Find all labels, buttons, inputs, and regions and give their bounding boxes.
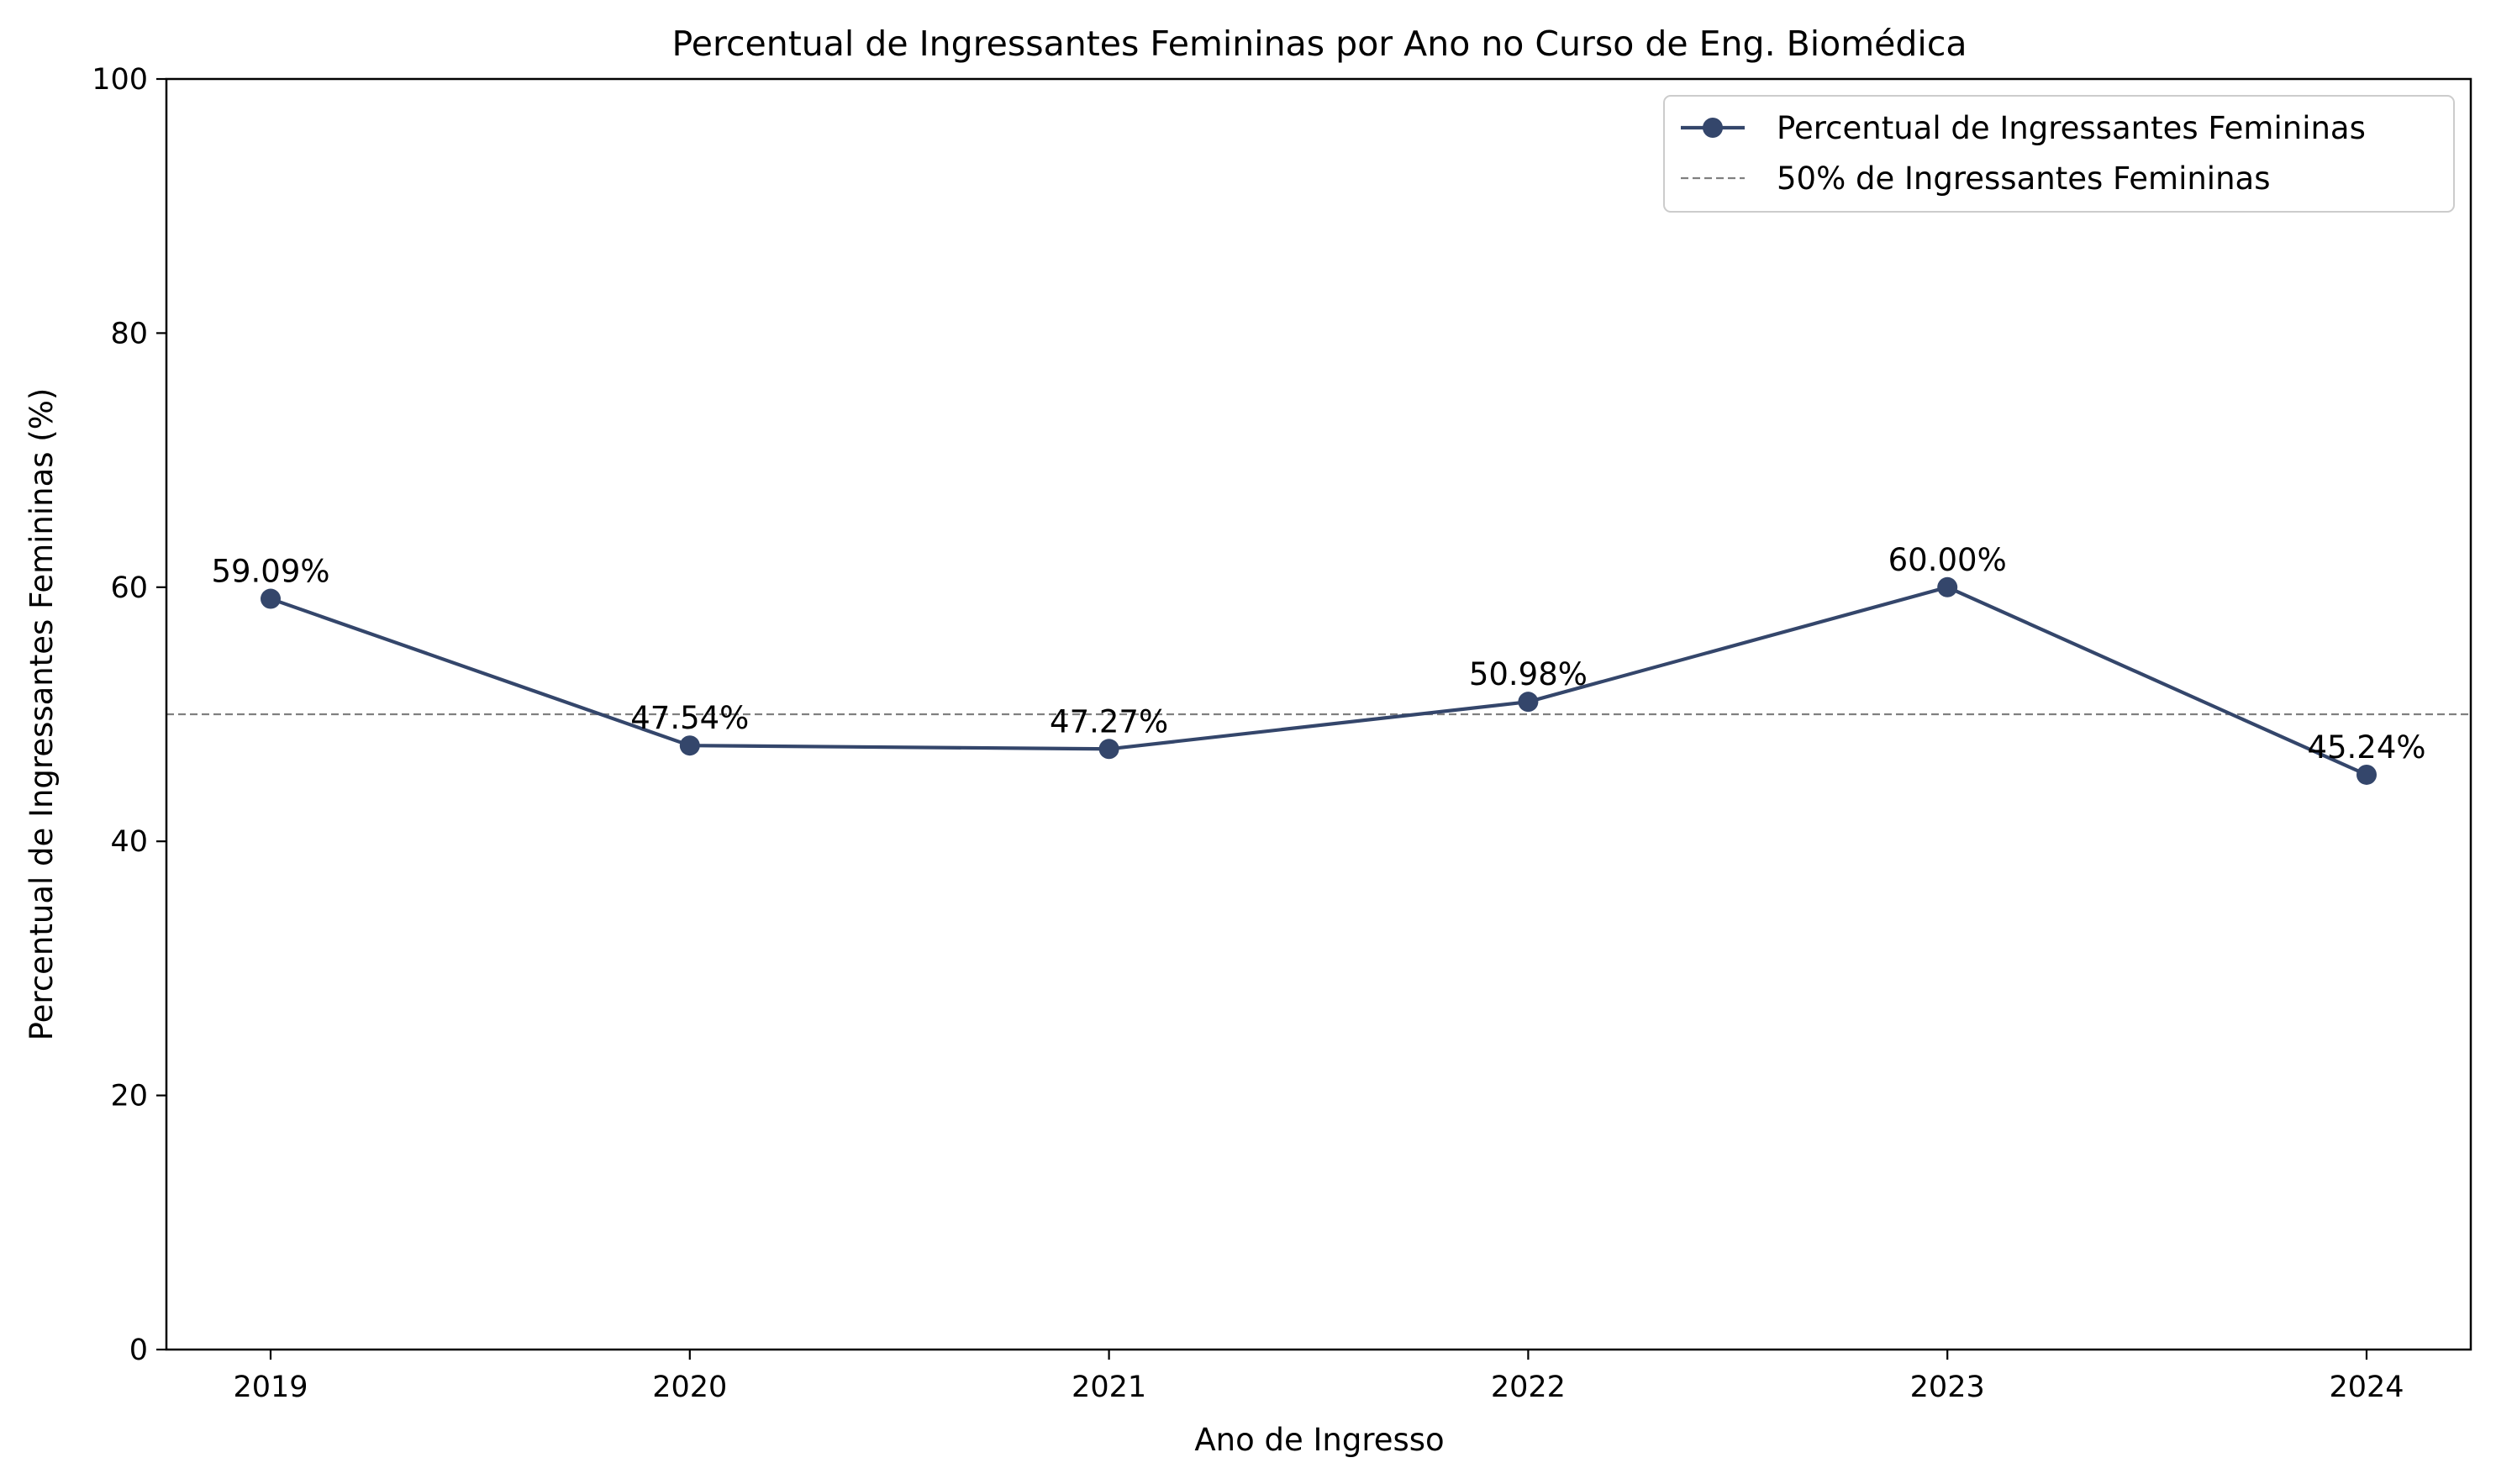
legend-series-label: Percentual de Ingressantes Femininas [1777, 110, 2366, 146]
x-tick-label: 2019 [233, 1371, 308, 1404]
x-tick-label: 2021 [1072, 1371, 1146, 1404]
data-point [2356, 764, 2377, 785]
data-point [1098, 739, 1119, 760]
data-label: 47.54% [630, 700, 749, 736]
legend-series-marker [1703, 118, 1723, 138]
series-points [261, 576, 2377, 785]
y-tick-label: 60 [110, 571, 148, 605]
chart-title: Percentual de Ingressantes Femininas por… [672, 24, 1967, 64]
series-data-labels: 59.09% 47.54% 47.27% 50.98% 60.00% 45.24% [211, 542, 2425, 766]
y-tick-label: 20 [110, 1080, 148, 1113]
data-point [1518, 692, 1539, 713]
x-tick-label: 2023 [1910, 1371, 1985, 1404]
series-line [270, 585, 2367, 776]
x-axis-ticks: 2019 2020 2021 2022 2023 2024 [233, 1350, 2404, 1404]
data-label: 47.27% [1050, 703, 1168, 739]
x-axis-label: Ano de Ingresso [1194, 1422, 1444, 1458]
data-label: 59.09% [211, 554, 329, 590]
legend-box [1663, 95, 2455, 213]
data-point [1937, 576, 1958, 597]
x-tick-label: 2020 [652, 1371, 727, 1404]
data-label: 60.00% [1888, 542, 2007, 578]
y-tick-label: 40 [110, 825, 148, 859]
y-tick-label: 100 [92, 63, 148, 97]
x-tick-label: 2022 [1491, 1371, 1566, 1404]
plot-frame [165, 77, 2472, 1351]
x-tick-label: 2024 [2329, 1371, 2404, 1404]
data-point [261, 588, 281, 609]
y-axis-ticks: 0 20 40 60 80 100 [92, 63, 166, 1367]
y-tick-label: 0 [129, 1334, 148, 1367]
y-tick-label: 80 [110, 317, 148, 350]
data-point [679, 735, 700, 756]
legend-reference-label: 50% de Ingressantes Femininas [1777, 161, 2270, 197]
legend: Percentual de Ingressantes Femininas 50%… [1663, 95, 2455, 213]
data-label: 45.24% [2307, 729, 2425, 766]
data-label: 50.98% [1469, 656, 1588, 692]
y-axis-label: Percentual de Ingressantes Femininas (%) [24, 388, 60, 1041]
